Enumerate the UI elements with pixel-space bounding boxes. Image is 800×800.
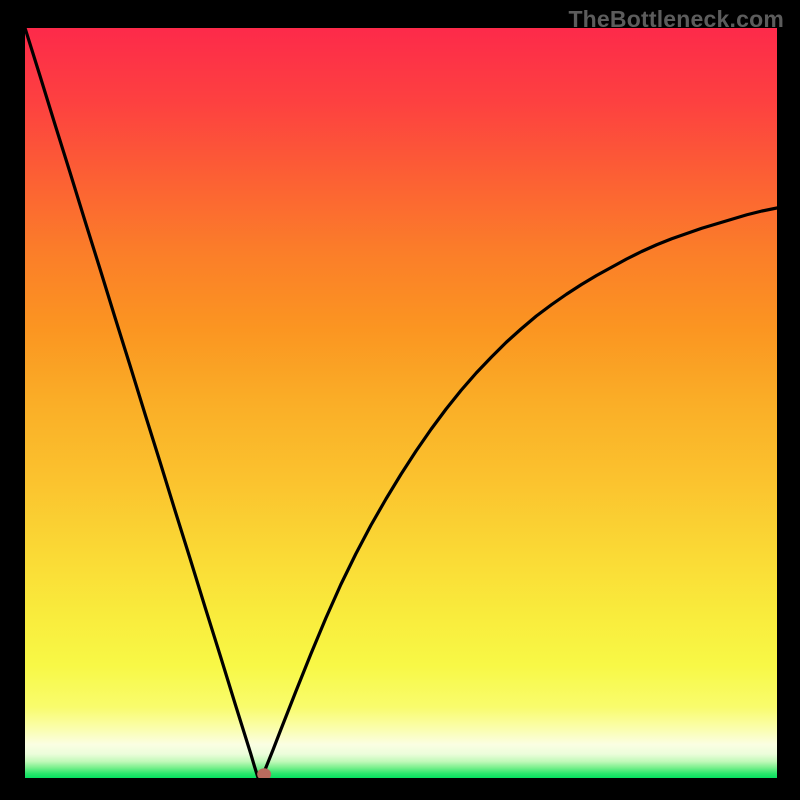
gradient-background	[25, 28, 777, 778]
watermark-text: TheBottleneck.com	[568, 6, 784, 33]
curve-layer	[25, 28, 777, 778]
chart-plot-area	[25, 28, 777, 778]
